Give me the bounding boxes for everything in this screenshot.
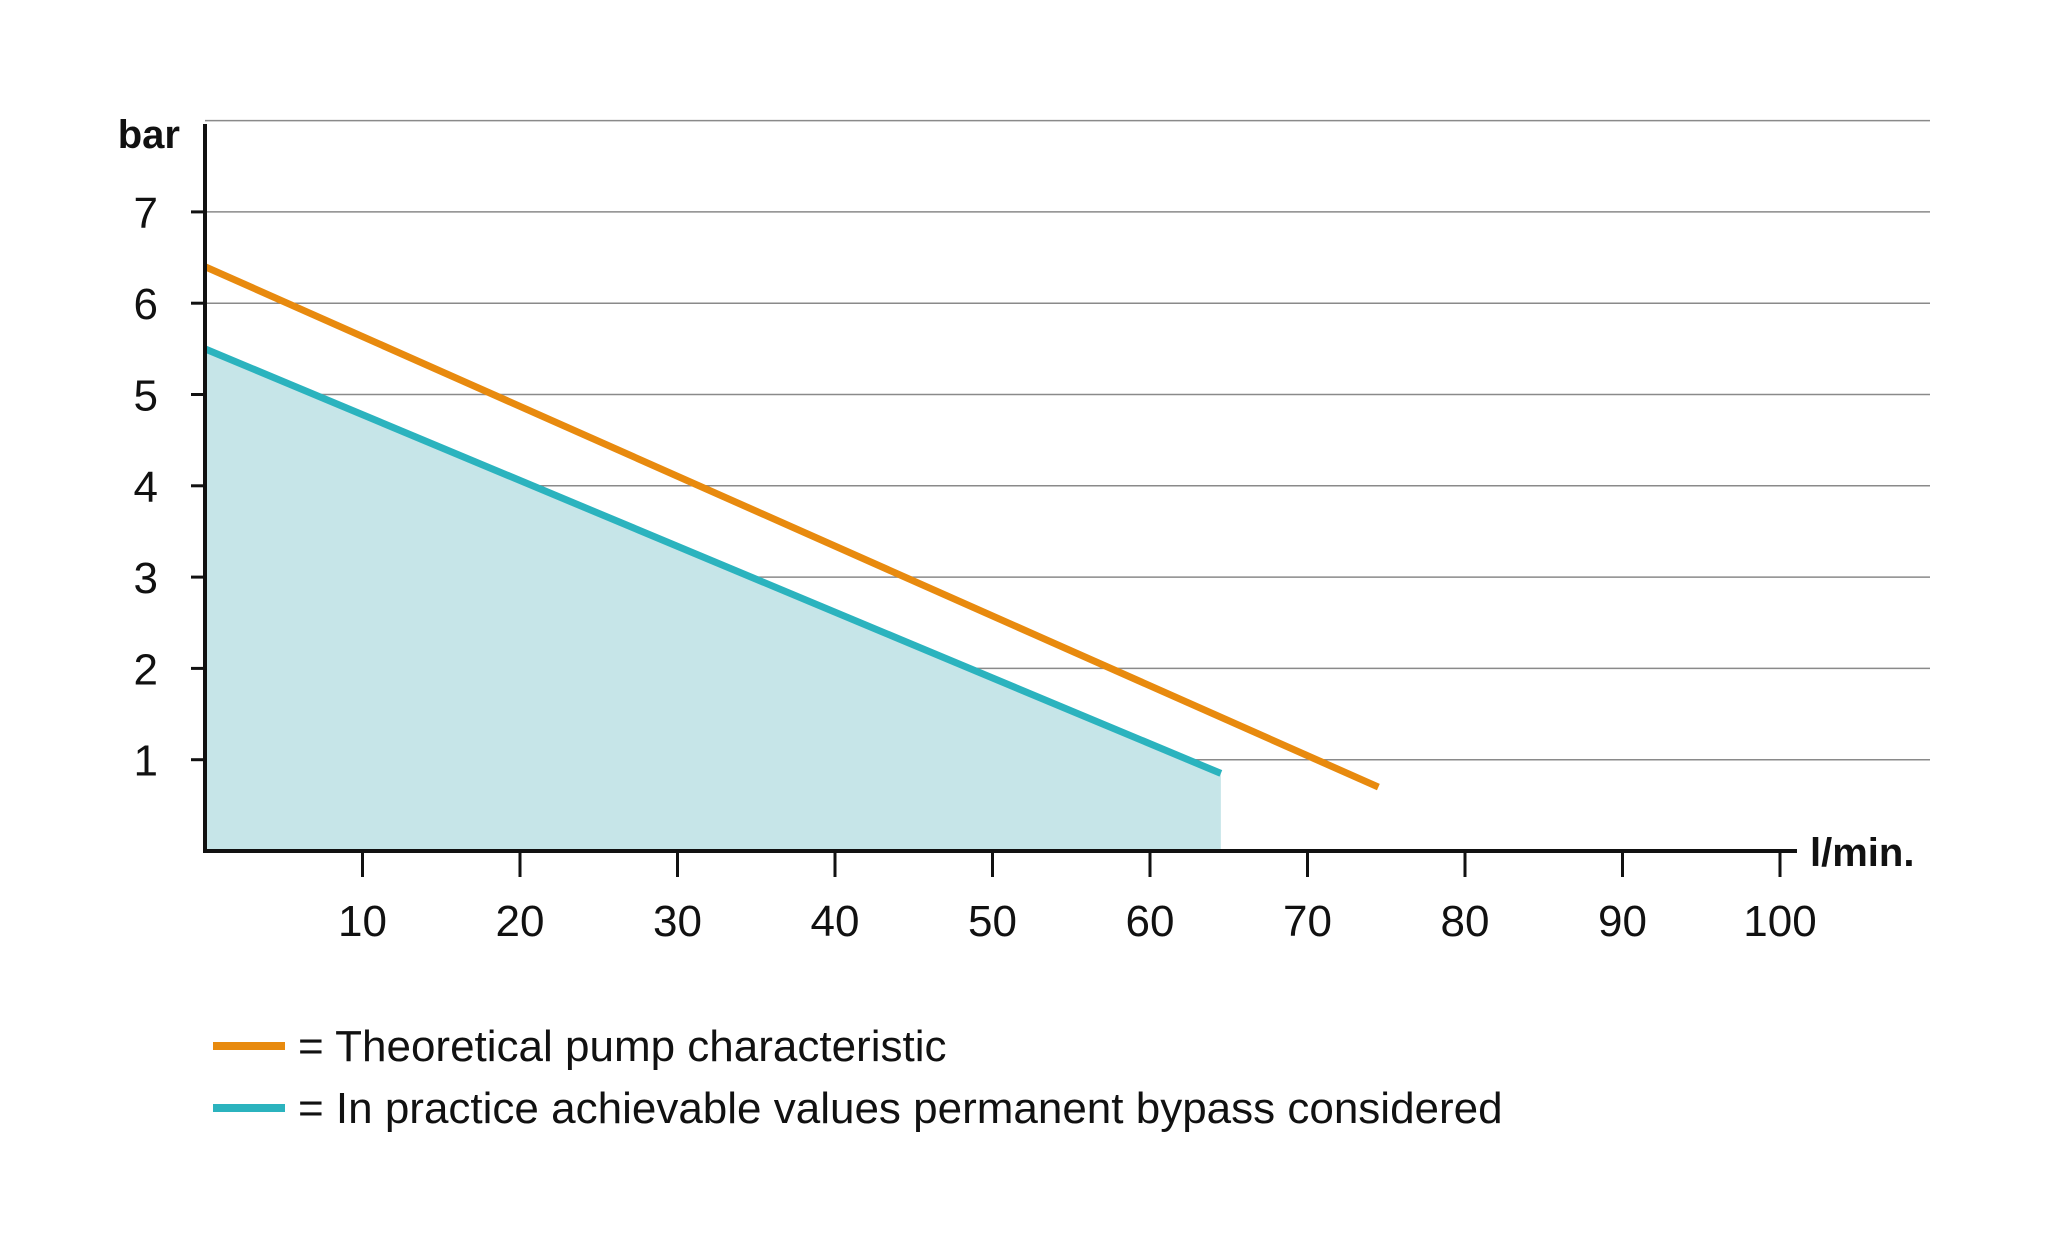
series-lines	[203, 263, 1380, 791]
y-tick-label: 5	[134, 372, 158, 421]
y-axis-label: bar	[118, 113, 180, 157]
y-tick-label: 7	[134, 189, 158, 238]
x-tick-label: 80	[1441, 897, 1490, 946]
x-tick-label: 40	[811, 897, 860, 946]
tick-labels: 1 2 3 4 5 6 7 10 20 30 40 50 60 70 80 90 100	[134, 189, 1817, 946]
x-tick-label: 90	[1598, 897, 1647, 946]
axes	[203, 124, 1797, 853]
x-tick-label: 60	[1126, 897, 1175, 946]
x-tick-label: 70	[1283, 897, 1332, 946]
legend-item: = Theoretical pump characteristic	[213, 1022, 946, 1071]
x-tick-label: 50	[968, 897, 1017, 946]
x-axis-label: l/min.	[1810, 831, 1914, 875]
x-tick-label: 10	[338, 897, 387, 946]
series-area-fill	[205, 348, 1221, 851]
legend: = Theoretical pump characteristic = In pr…	[213, 1022, 1503, 1133]
legend-label: = In practice achievable values permanen…	[298, 1084, 1503, 1133]
legend-item: = In practice achievable values permanen…	[213, 1084, 1503, 1133]
y-tick-label: 4	[134, 463, 158, 512]
y-tick-label: 3	[134, 554, 158, 603]
legend-label: = Theoretical pump characteristic	[298, 1022, 946, 1071]
series-line	[203, 263, 1380, 791]
x-tick-label: 20	[496, 897, 545, 946]
area-fills	[205, 348, 1221, 851]
x-tick-label: 30	[653, 897, 702, 946]
series-line	[203, 345, 1223, 777]
x-tick-label: 100	[1743, 897, 1816, 946]
y-tick-label: 2	[134, 645, 158, 694]
y-tick-label: 1	[134, 737, 158, 786]
y-tick-label: 6	[134, 280, 158, 329]
